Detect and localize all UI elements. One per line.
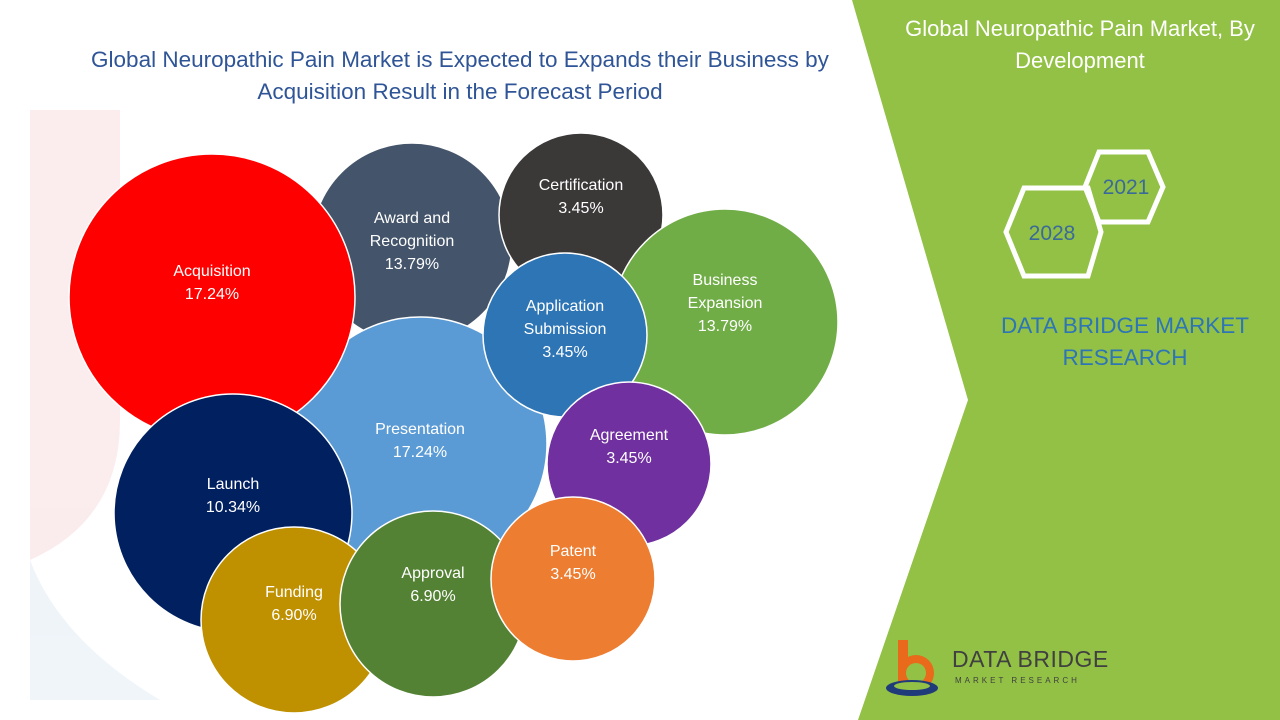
logo-name: DATA BRIDGE	[952, 646, 1109, 672]
brand-name: DATA BRIDGE MARKET RESEARCH	[1001, 313, 1249, 370]
bubble-value-certification: 3.45%	[558, 200, 603, 217]
logo-mark-icon	[886, 640, 938, 696]
bubble-label-award-and-recognition: Award and Recognition	[370, 210, 455, 250]
bubble-value-agreement: 3.45%	[606, 450, 651, 467]
bubble-value-application-submission: 3.45%	[542, 344, 587, 361]
bubble-label-agreement: Agreement	[590, 427, 669, 444]
bubble-label-application-submission: Application Submission	[524, 298, 607, 338]
bubble-label-launch: Launch	[207, 476, 260, 493]
bubble-label-presentation: Presentation	[375, 421, 465, 438]
year-2021: 2021	[1103, 176, 1150, 199]
bubble-label-business-expansion: Business Expansion	[688, 272, 763, 312]
bubble-value-launch: 10.34%	[206, 499, 260, 516]
bubble-value-funding: 6.90%	[271, 607, 316, 624]
bubble-patent	[490, 496, 656, 662]
bubble-label-patent: Patent	[550, 543, 597, 560]
side-panel	[852, 0, 1280, 720]
bubble-value-patent: 3.45%	[550, 566, 595, 583]
year-2028: 2028	[1029, 222, 1076, 245]
hexagon-2028	[1003, 185, 1104, 279]
bubble-chart: Award and Recognition 13.79% Certification 3…	[68, 132, 839, 714]
bubble-label-approval: Approval	[401, 565, 464, 582]
side-panel-title: Global Neuropathic Pain Market, By Devel…	[905, 16, 1255, 73]
logo-tagline: MARKET RESEARCH	[955, 676, 1080, 685]
bubble-value-acquisition: 17.24%	[185, 286, 239, 303]
chart-title: Global Neuropathic Pain Market is Expect…	[91, 47, 829, 104]
bubble-value-award-and-recognition: 13.79%	[385, 256, 439, 273]
bubble-value-business-expansion: 13.79%	[698, 318, 752, 335]
bubble-label-acquisition: Acquisition	[173, 263, 250, 280]
bubble-value-approval: 6.90%	[410, 588, 455, 605]
bubble-label-funding: Funding	[265, 584, 323, 601]
bubble-label-certification: Certification	[539, 177, 623, 194]
bubble-value-presentation: 17.24%	[393, 444, 447, 461]
